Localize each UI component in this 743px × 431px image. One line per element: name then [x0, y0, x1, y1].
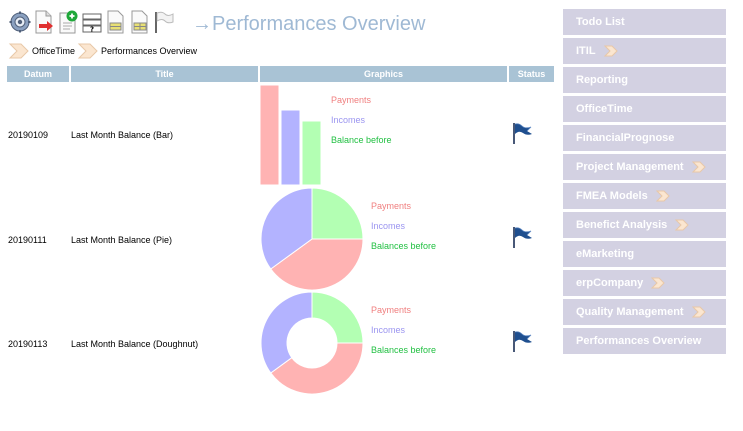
submenu-chevron-icon: [651, 277, 665, 289]
sidebar-item-project-management[interactable]: Project Management: [563, 154, 726, 180]
svg-text:?: ?: [90, 26, 94, 34]
column-header-title[interactable]: Title: [71, 66, 258, 82]
submenu-chevron-icon: [603, 45, 618, 57]
performances-table: Datum Title Graphics Status 20190109 Las…: [7, 66, 554, 395]
sidebar-item-label: eMarketing: [576, 248, 635, 260]
legend-balances-before: Balances before: [371, 345, 437, 355]
sidebar-item-performances-overview[interactable]: Performances Overview: [563, 328, 726, 354]
flag-icon[interactable]: [152, 9, 176, 35]
doughnut-chart: [260, 291, 364, 395]
sidebar-item-label: Todo List: [576, 16, 625, 28]
export-document-icon[interactable]: [32, 9, 56, 35]
bar-chart-legend: Payments Incomes Balance before: [331, 90, 392, 150]
sidebar-item-benefict-analysis[interactable]: Benefict Analysis: [563, 212, 726, 238]
table-row[interactable]: 20190113 Last Month Balance (Doughnut) P…: [7, 290, 554, 395]
slice-balances-before: [311, 291, 364, 344]
submenu-chevron-icon: [691, 161, 706, 173]
row-date: 20190109: [8, 130, 49, 140]
bar-incomes: [280, 109, 301, 186]
bar-chart: [259, 84, 322, 186]
submenu-chevron-icon: [655, 190, 670, 202]
slice-balances-before: [311, 187, 364, 240]
breadcrumb-item-officetime[interactable]: OfficeTime: [8, 43, 75, 59]
sidebar-item-label: Quality Management: [576, 306, 684, 318]
sidebar-item-label: Performances Overview: [576, 335, 702, 347]
table-header: Datum Title Graphics Status: [7, 66, 554, 82]
sidebar-item-fmea-models[interactable]: FMEA Models: [563, 183, 726, 209]
doughnut-chart-legend: Payments Incomes Balances before: [371, 300, 436, 360]
legend-incomes: Incomes: [371, 221, 406, 231]
legend-payments: Payments: [371, 305, 412, 315]
sidebar-item-todo-list[interactable]: Todo List: [563, 9, 726, 35]
sidebar-item-emarketing[interactable]: eMarketing: [563, 241, 726, 267]
sidebar-item-officetime[interactable]: OfficeTime: [563, 96, 726, 122]
slice-payments: [270, 238, 364, 291]
bar-balance-before: [301, 120, 322, 186]
grid-document-icon[interactable]: [128, 9, 152, 35]
sidebar-item-label: FinancialPrognose: [576, 132, 675, 144]
pie-chart: [260, 187, 364, 291]
legend-incomes: Incomes: [371, 325, 406, 335]
report-document-icon[interactable]: [104, 9, 128, 35]
slice-payments: [270, 342, 364, 395]
breadcrumb-chevron-icon: [8, 43, 29, 59]
column-header-status[interactable]: Status: [509, 66, 554, 82]
row-title[interactable]: Last Month Balance (Pie): [71, 235, 173, 245]
sidebar-item-label: FMEA Models: [576, 190, 648, 202]
legend-balance-before: Balance before: [331, 135, 392, 145]
sidebar-item-itil[interactable]: ITIL: [563, 38, 726, 64]
add-document-icon[interactable]: [56, 9, 80, 35]
legend-payments: Payments: [331, 95, 372, 105]
slice-incomes: [260, 187, 313, 270]
sidebar-item-financialprognose[interactable]: FinancialPrognose: [563, 125, 726, 151]
sidebar-item-label: erpCompany: [576, 277, 644, 289]
sidebar-item-label: Reporting: [576, 74, 628, 86]
pie-chart-legend: Payments Incomes Balances before: [371, 196, 436, 256]
breadcrumb-label: Performances Overview: [101, 46, 198, 56]
sidebar-menu: Todo List ITIL Reporting OfficeTime Fina…: [563, 9, 726, 357]
bar-payments: [259, 84, 280, 186]
breadcrumb-chevron-icon: [77, 43, 98, 59]
settings-gear-icon[interactable]: [8, 9, 32, 35]
legend-payments: Payments: [371, 201, 412, 211]
breadcrumb: OfficeTime Performances Overview: [8, 42, 199, 60]
table-row[interactable]: 20190111 Last Month Balance (Pie) Paymen…: [7, 186, 554, 291]
sidebar-item-quality-management[interactable]: Quality Management: [563, 299, 726, 325]
sidebar-item-reporting[interactable]: Reporting: [563, 67, 726, 93]
breadcrumb-item-performances-overview[interactable]: Performances Overview: [77, 43, 197, 59]
row-date: 20190113: [8, 339, 48, 349]
help-list-icon[interactable]: ?: [80, 9, 104, 35]
status-flag-icon[interactable]: [512, 330, 532, 352]
sidebar-item-label: OfficeTime: [576, 103, 633, 115]
status-flag-icon[interactable]: [512, 122, 532, 144]
legend-incomes: Incomes: [331, 115, 366, 125]
page-title: →Performances Overview: [192, 13, 426, 35]
column-header-datum[interactable]: Datum: [7, 66, 69, 82]
submenu-chevron-icon: [691, 306, 706, 318]
row-title[interactable]: Last Month Balance (Doughnut): [71, 339, 199, 349]
toolbar: ?: [8, 8, 176, 36]
sidebar-item-label: Benefict Analysis: [576, 219, 668, 231]
table-row[interactable]: 20190109 Last Month Balance (Bar) Paymen…: [7, 84, 554, 188]
sidebar-item-erpcompany[interactable]: erpCompany: [563, 270, 726, 296]
breadcrumb-label: OfficeTime: [32, 46, 76, 56]
legend-balances-before: Balances before: [371, 241, 437, 251]
column-header-graphics[interactable]: Graphics: [260, 66, 507, 82]
sidebar-item-label: ITIL: [576, 45, 596, 57]
row-title[interactable]: Last Month Balance (Bar): [71, 130, 174, 140]
sidebar-item-label: Project Management: [576, 161, 684, 173]
slice-incomes: [260, 291, 313, 374]
status-flag-icon[interactable]: [512, 226, 532, 248]
row-date: 20190111: [8, 235, 47, 245]
submenu-chevron-icon: [675, 219, 690, 231]
